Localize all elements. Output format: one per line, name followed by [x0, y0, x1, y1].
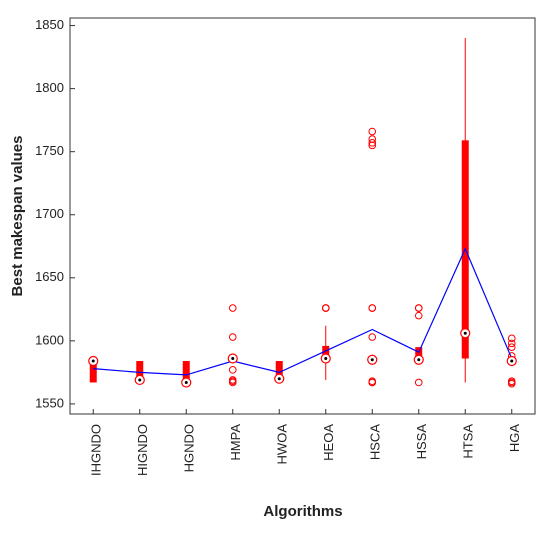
outlier	[321, 304, 330, 312]
y-tick-label: 1750	[35, 143, 64, 158]
y-tick-label: 1650	[35, 269, 64, 284]
box	[136, 361, 144, 382]
outlier	[414, 304, 423, 312]
median-dot	[417, 358, 421, 362]
x-tick-label: HSSA	[414, 424, 429, 460]
x-tick-label: HTSA	[461, 424, 476, 459]
median-dot	[463, 331, 467, 335]
box	[89, 359, 97, 383]
outlier	[414, 311, 423, 320]
outlier	[368, 141, 377, 150]
outlier	[507, 339, 516, 348]
y-tick-label: 1800	[35, 80, 64, 95]
box	[275, 361, 283, 377]
box	[182, 361, 190, 383]
outlier	[368, 378, 377, 387]
outlier	[228, 376, 237, 384]
outlier	[368, 333, 377, 341]
mean-line	[93, 247, 513, 376]
x-tick-label: HSCA	[368, 424, 383, 460]
x-tick-label: HEOA	[321, 424, 336, 461]
median-dot	[510, 359, 514, 363]
outlier	[368, 304, 377, 312]
outlier	[414, 378, 423, 387]
y-tick-label: 1850	[35, 17, 64, 32]
plot-frame	[69, 17, 536, 415]
outlier	[228, 366, 237, 374]
outlier	[507, 377, 516, 386]
median-dot	[370, 358, 374, 362]
median-dot	[138, 378, 142, 382]
median-dot	[324, 357, 328, 361]
outlier	[228, 304, 237, 312]
x-tick-label: HMPA	[228, 424, 243, 461]
y-tick-label: 1600	[35, 332, 64, 347]
x-tick-label: HGNDO	[182, 424, 197, 472]
x-tick-label: HWOA	[275, 424, 290, 465]
y-tick-label: 1700	[35, 206, 64, 221]
median-dot	[231, 357, 235, 361]
x-axis-title: Algorithms	[263, 503, 342, 520]
median-dot	[91, 359, 95, 363]
outlier	[368, 139, 377, 147]
x-tick-label: IHGNDO	[89, 424, 104, 476]
x-tick-label: HIGNDO	[135, 424, 150, 476]
outlier	[368, 127, 377, 136]
outlier	[228, 333, 237, 341]
y-tick-label: 1550	[35, 395, 64, 410]
outlier	[507, 334, 516, 343]
median-dot	[277, 377, 281, 381]
outlier	[507, 343, 516, 351]
y-axis-title: Best makespan values	[9, 136, 26, 297]
median-dot	[184, 380, 188, 384]
outlier	[507, 379, 516, 388]
x-tick-label: HGA	[507, 424, 522, 453]
